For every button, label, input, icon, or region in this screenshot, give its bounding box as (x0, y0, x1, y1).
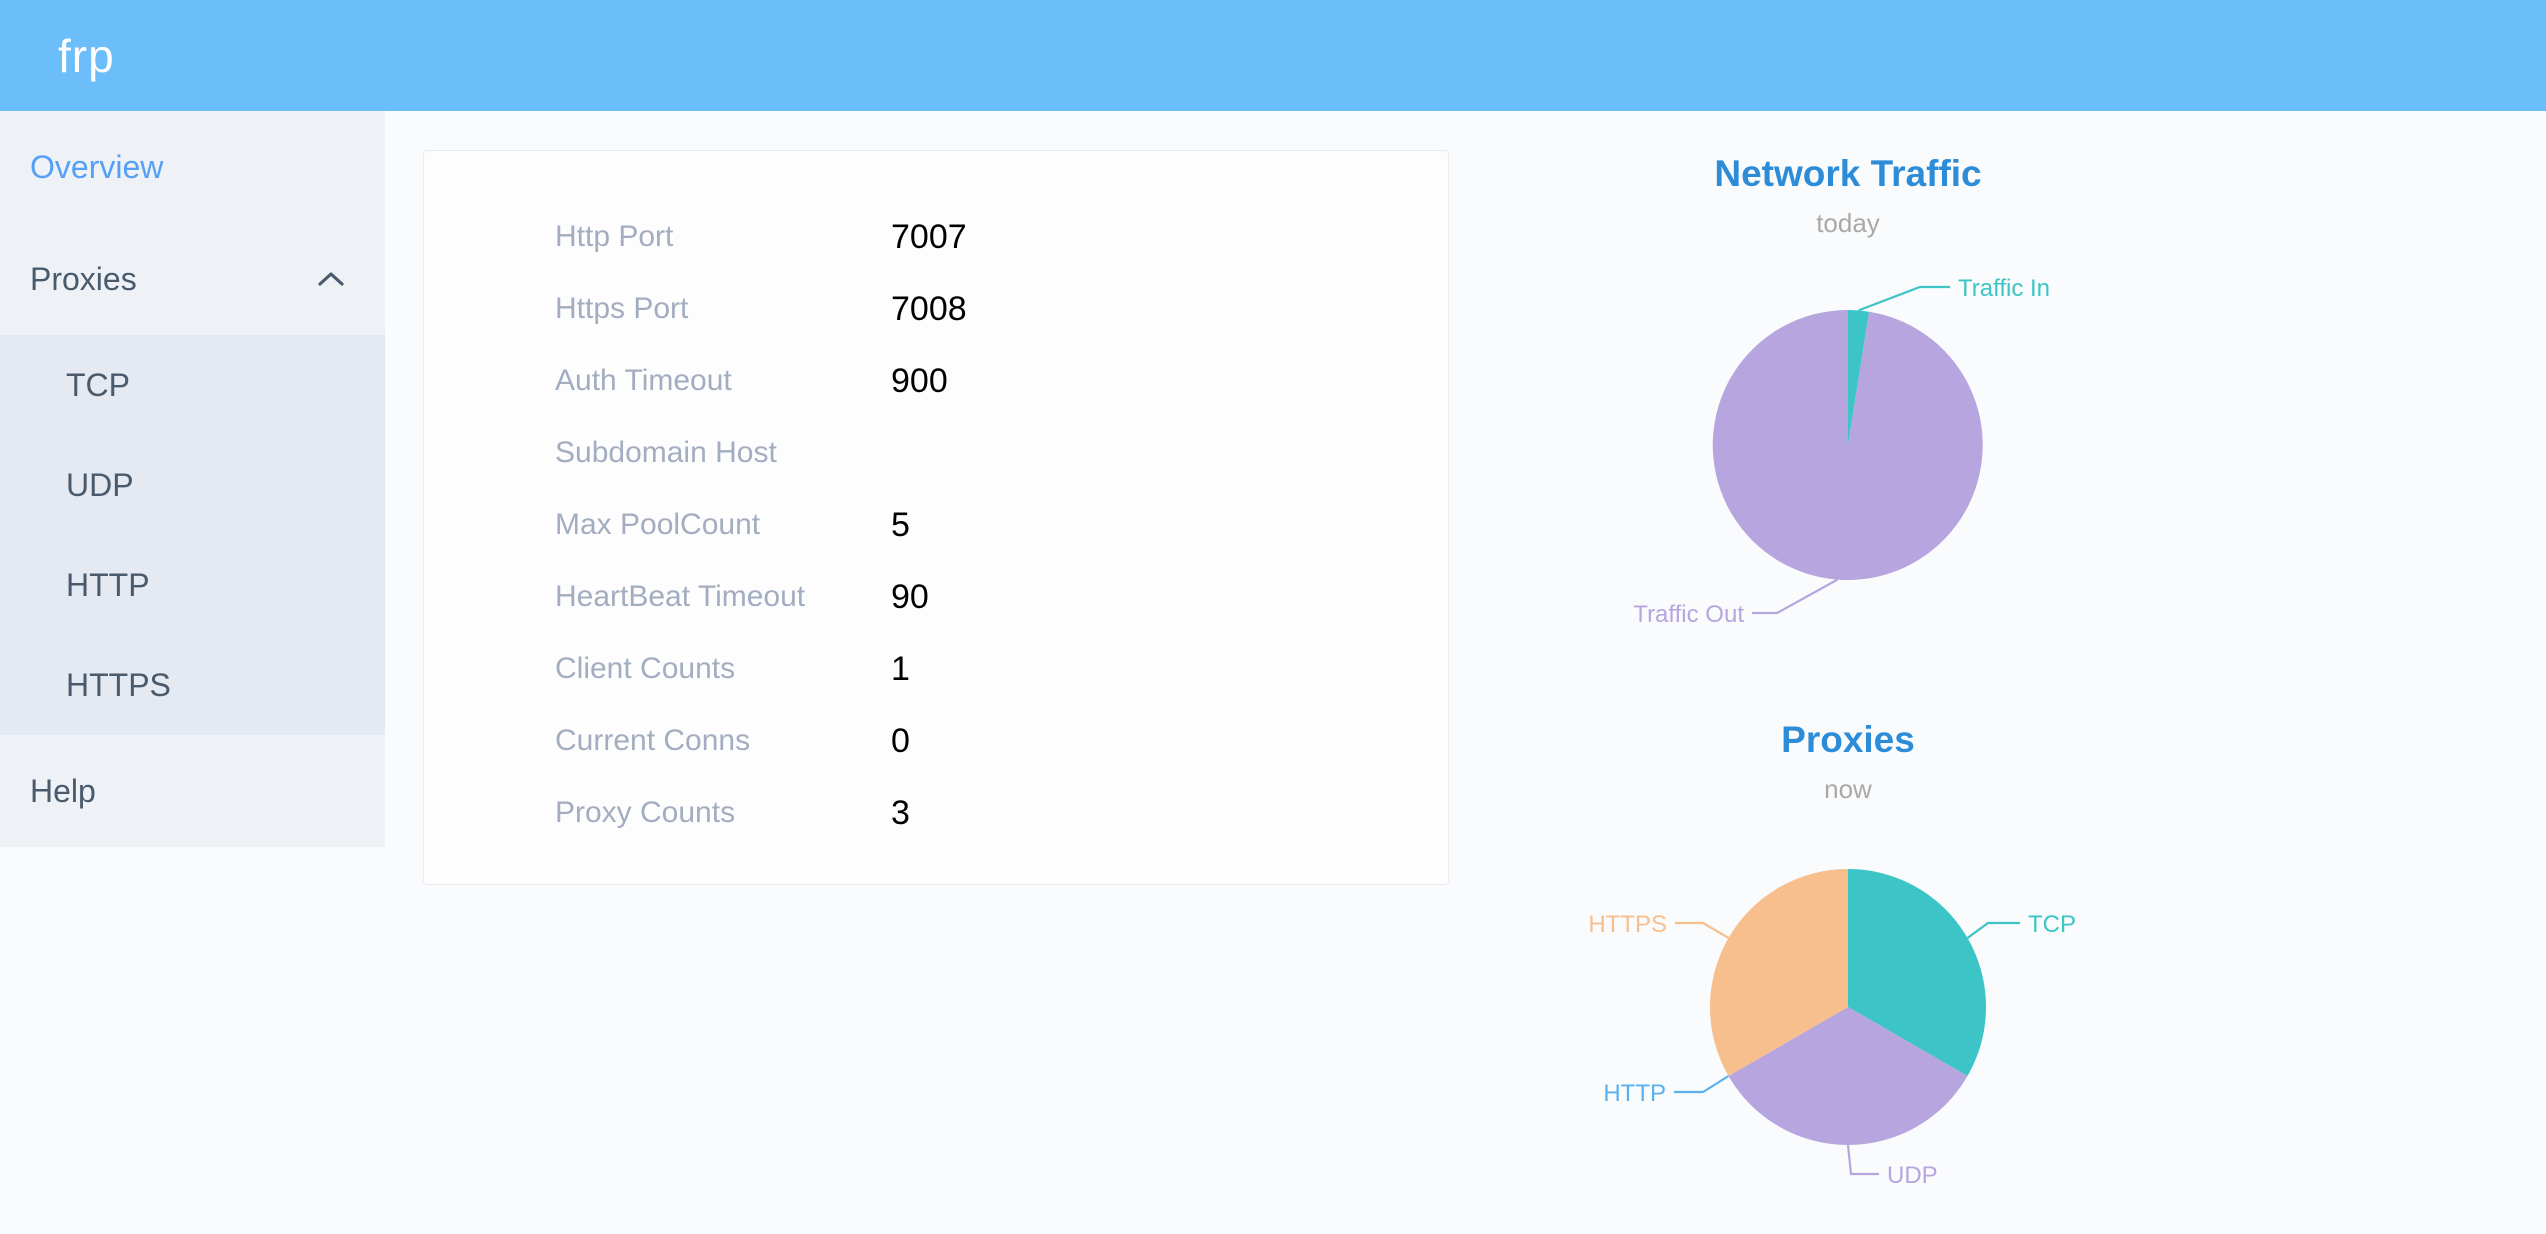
sidebar-item-udp[interactable]: UDP (0, 435, 385, 535)
info-row-subdomain-host: Subdomain Host (424, 417, 1448, 489)
pie-label-http: HTTP (1603, 1080, 1666, 1107)
info-value: 900 (891, 361, 948, 400)
sidebar-item-proxies[interactable]: Proxies (0, 223, 385, 335)
info-label: Auth Timeout (555, 364, 732, 397)
info-value: 90 (891, 577, 929, 616)
pie-label-udp: UDP (1887, 1162, 1938, 1189)
pie-slice-traffic-in[interactable] (1848, 310, 1870, 445)
info-label: Client Counts (555, 652, 736, 685)
info-label: Proxy Counts (555, 796, 736, 829)
pie-label-line-traffic-in (1858, 285, 1950, 312)
sidebar-item-https[interactable]: HTTPS (0, 635, 385, 735)
sidebar: Overview Proxies TCP UDP HTTP HTTPS Help (0, 111, 385, 847)
chart-title: Network Traffic (1714, 153, 1982, 194)
chart-subtitle: now (1824, 774, 1872, 804)
chevron-up-icon (318, 272, 344, 286)
pie-label-traffic-out: Traffic Out (1633, 601, 1744, 628)
info-row-client-counts: Client Counts 1 (424, 633, 1448, 705)
info-label: Current Conns (555, 724, 751, 757)
sidebar-item-label: Overview (30, 148, 164, 185)
sidebar-item-label: Help (30, 772, 96, 809)
sidebar-item-tcp[interactable]: TCP (0, 335, 385, 435)
pie-slice-tcp[interactable] (1848, 869, 1986, 1076)
pie-label-line-http (1674, 1075, 1730, 1094)
info-value: 5 (891, 505, 910, 544)
info-value: 0 (891, 721, 910, 760)
proxies-pie-chart: TCP UDP HTTP HTTPS (1588, 869, 2076, 1189)
info-row-https-port: Https Port 7008 (424, 273, 1448, 345)
pie-slice-udp[interactable] (1728, 1007, 1968, 1145)
info-label: Subdomain Host (555, 436, 777, 469)
pie-label-line-udp (1846, 1144, 1879, 1176)
server-info-card: Http Port 7007 Https Port 7008 Auth Time… (423, 150, 1449, 885)
sidebar-item-overview[interactable]: Overview (0, 111, 385, 223)
pie-label-line-tcp (1966, 921, 2020, 939)
proxies-chart: Proxies now TCP UDP HTTP HTTPS (1538, 718, 2158, 1234)
info-row-proxy-counts: Proxy Counts 3 (424, 777, 1448, 849)
info-row-heartbeat-timeout: HeartBeat Timeout 90 (424, 561, 1448, 633)
chart-subtitle: today (1816, 208, 1880, 238)
sidebar-submenu-proxies: TCP UDP HTTP HTTPS (0, 335, 385, 735)
sidebar-item-http[interactable]: HTTP (0, 535, 385, 635)
network-traffic-pie-chart: Traffic In Traffic Out (1633, 275, 2050, 628)
info-label: HeartBeat Timeout (555, 580, 806, 613)
pie-label-line-traffic-out (1752, 578, 1838, 615)
sidebar-item-label: UDP (66, 466, 134, 503)
pie-label-https: HTTPS (1588, 911, 1667, 938)
info-row-http-port: Http Port 7007 (424, 201, 1448, 273)
pie-label-line-https (1675, 921, 1730, 939)
pie-slice-traffic-out[interactable] (1712, 309, 1983, 580)
info-label: Http Port (555, 220, 674, 253)
sidebar-item-label: TCP (66, 366, 130, 403)
pie-label-traffic-in: Traffic In (1958, 275, 2050, 302)
sidebar-item-label: HTTPS (66, 666, 171, 703)
info-row-current-conns: Current Conns 0 (424, 705, 1448, 777)
pie-label-tcp: TCP (2028, 911, 2076, 938)
network-traffic-chart: Network Traffic today Traffic In Traffic … (1538, 152, 2158, 678)
info-value: 7008 (891, 289, 967, 328)
info-value: 7007 (891, 217, 967, 256)
info-label: Https Port (555, 292, 689, 325)
chart-title: Proxies (1781, 719, 1915, 760)
app-logo: frp (58, 29, 115, 82)
info-label: Max PoolCount (555, 508, 761, 541)
sidebar-item-help[interactable]: Help (0, 735, 385, 847)
info-value: 1 (891, 649, 910, 688)
info-row-max-poolcount: Max PoolCount 5 (424, 489, 1448, 561)
info-value: 3 (891, 793, 910, 832)
app-header: frp (0, 0, 2546, 111)
pie-slice-https[interactable] (1710, 869, 1848, 1076)
info-row-auth-timeout: Auth Timeout 900 (424, 345, 1448, 417)
sidebar-item-label: HTTP (66, 566, 150, 603)
sidebar-item-label: Proxies (30, 260, 137, 297)
